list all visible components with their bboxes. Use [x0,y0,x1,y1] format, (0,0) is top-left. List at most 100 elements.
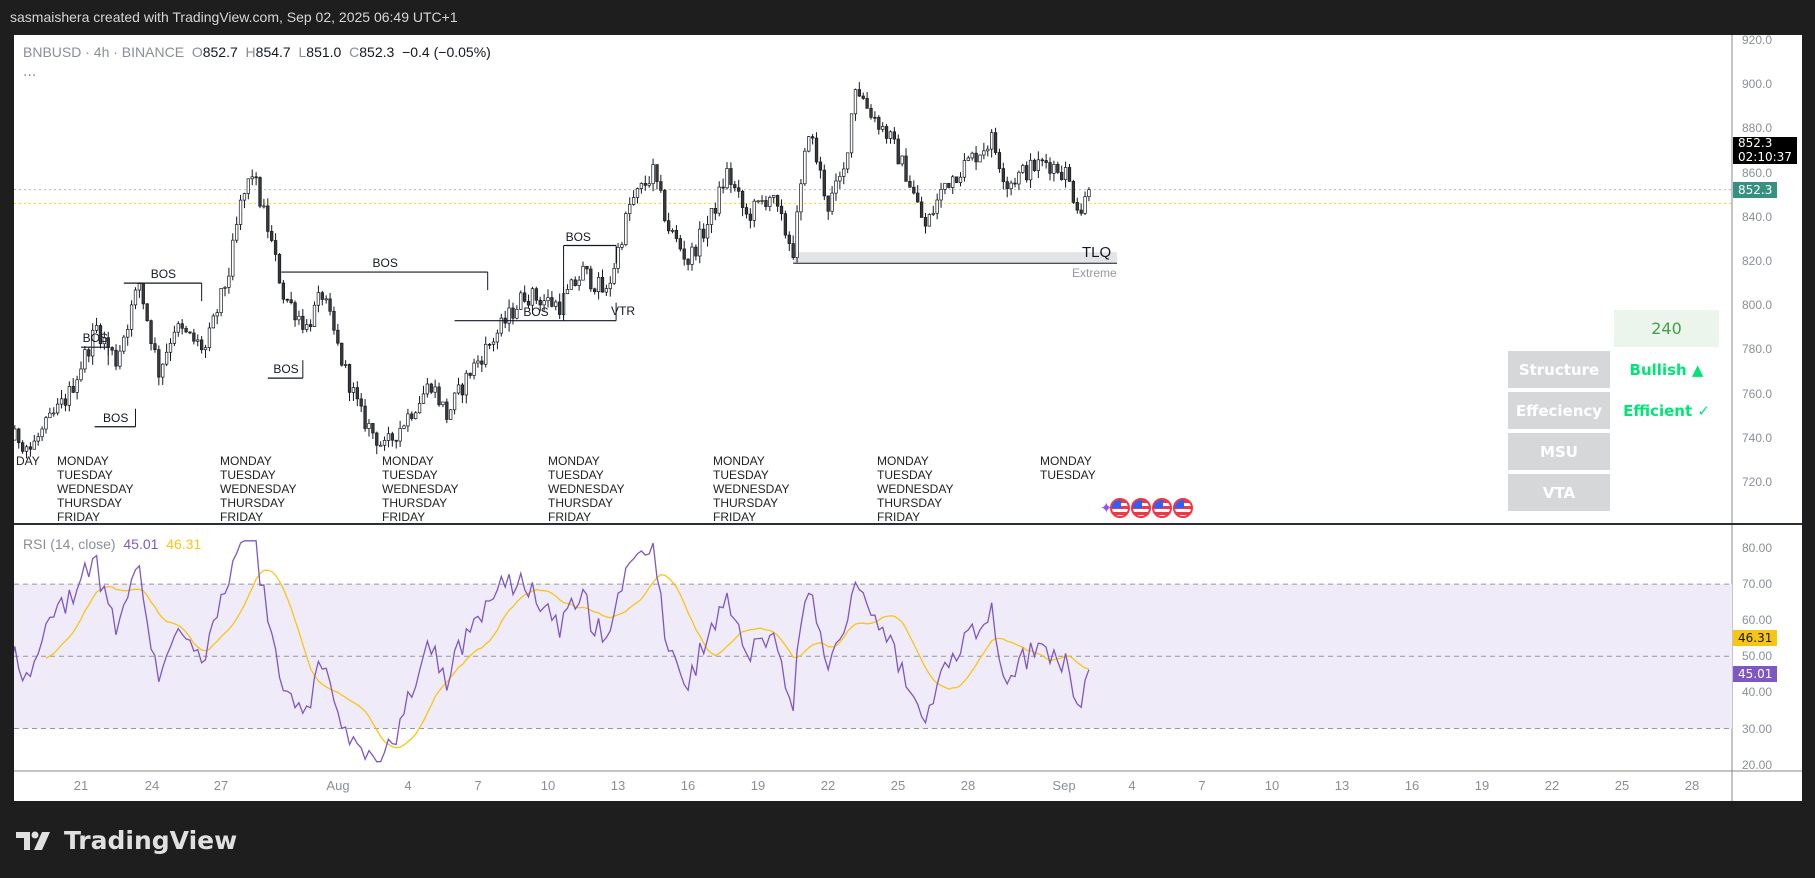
candle [698,221,702,264]
candle-body [947,182,951,188]
candle-body [172,331,177,344]
candle [807,135,811,153]
candle [877,115,881,135]
candle [958,172,963,187]
candle [577,276,581,291]
weekday-label: WEDNESDAY [877,482,954,496]
candle-body [558,301,562,315]
candle [565,284,570,295]
candle [631,190,636,206]
candle [425,378,430,398]
candle [538,296,542,312]
us-flag-icon[interactable] [1130,498,1151,518]
candle [869,104,873,120]
rsi-tick-label: 20.00 [1742,757,1773,772]
candle-body [1005,181,1009,189]
weekday-label: TUESDAY [220,468,276,482]
candle [398,420,402,447]
candle [779,199,784,221]
candle-body [126,329,130,338]
candle-body [865,98,869,109]
weekday-label: WEDNESDAY [713,482,790,496]
candle [1067,163,1072,182]
symbol-legend: BNBUSD · 4h · BINANCE O852.7 H854.7 L851… [23,44,491,60]
candle [713,202,717,221]
candle-body [262,205,266,208]
candle-body [270,231,274,241]
candle [740,189,745,217]
candle [379,441,383,447]
candle [235,216,239,243]
bos-label: BOS [103,410,129,425]
candle [791,235,795,260]
rsi-legend: RSI (14, close) 45.01 46.31 [23,536,201,552]
candle-body [628,204,632,214]
weekday-label: MONDAY [220,454,272,468]
candle-body [91,329,95,357]
time-tick-label: 19 [1474,778,1490,793]
candle-body [927,214,932,227]
candle-body [507,307,511,324]
candle [75,375,79,400]
more-indicators-button[interactable]: ... [23,64,37,80]
weekday-group: MONDAY TUESDAY WEDNESDAY THURSDAY FRIDAY [382,454,458,524]
sparkle-icon[interactable]: ✦ [1100,499,1113,517]
candle [122,334,126,355]
rsi-label[interactable]: RSI (14, close) [23,536,116,552]
candle-body [145,303,149,321]
candle [445,398,449,424]
economic-events[interactable]: ✦ [1100,498,1193,518]
candle-body [600,276,605,293]
candle-body [429,383,433,393]
candle [923,212,928,234]
weekday-label: WEDNESDAY [57,482,134,496]
candle-body [203,347,208,351]
candle-body [406,413,410,427]
candle-body [398,428,402,442]
candle-body [176,323,180,333]
symbol-info[interactable]: BNBUSD · 4h · BINANCE [23,44,185,60]
candle-body [663,189,667,222]
tlq-label: TLQ [1082,244,1112,261]
tradingview-logo[interactable]: TradingView [16,826,237,855]
time-tick-label: 21 [73,778,89,793]
candle [293,300,297,327]
candle-body [1021,165,1025,173]
candle-body [402,425,406,429]
candle [881,122,885,133]
candle [873,111,877,123]
candle-body [651,164,655,185]
us-flag-icon[interactable] [1109,498,1130,518]
candle-body [550,297,554,307]
candle-body [986,148,990,152]
us-flag-icon[interactable] [1172,498,1193,518]
candle [1083,191,1087,215]
rsi-tick-label: 50.00 [1742,649,1773,664]
candle-body [764,200,768,207]
candle [651,158,655,192]
weekday-group: MONDAY TUESDAY WEDNESDAY THURSDAY FRIDAY [877,454,953,524]
candle-body [846,152,850,170]
candle [10,436,13,444]
candle [40,426,44,442]
candle [254,172,258,186]
us-flag-icon[interactable] [1151,498,1172,518]
efficiency-value: Efficient ✓ [1623,401,1710,420]
weekday-label: MONDAY [548,454,600,468]
candle [188,331,192,335]
candle-body [153,343,157,350]
candle-body [254,176,258,179]
candle [705,215,710,247]
time-tick-label: 16 [680,778,696,793]
candle-body [141,283,145,305]
candle-body [822,169,826,197]
candle-body [390,433,394,441]
candle [277,253,282,284]
candle-body [1001,168,1005,182]
weekday-label: THURSDAY [877,496,943,510]
candle-body [324,298,328,301]
candle [620,241,624,251]
candle [227,267,231,294]
candle-body [729,168,733,185]
